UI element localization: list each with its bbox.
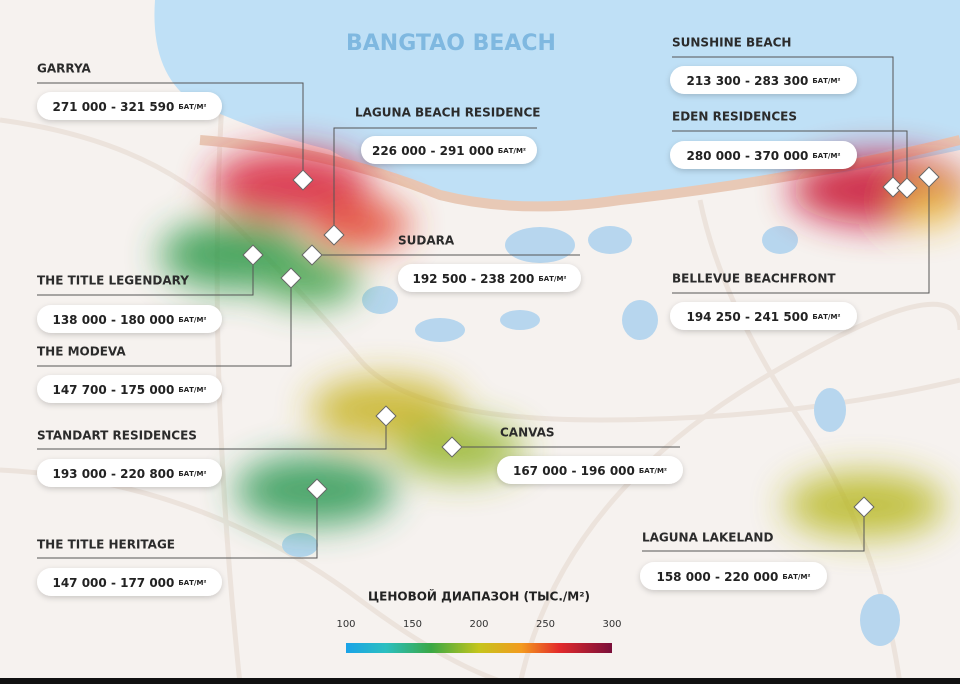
- price-range: 192 500 - 238 200 БАТ/М²: [412, 272, 566, 286]
- heat-zones: [160, 150, 960, 537]
- price-pill: [361, 136, 537, 164]
- price: 167 000 - 196 000: [513, 464, 635, 478]
- project-name: THE MODEVA: [37, 345, 126, 359]
- price-unit: БАТ/М²: [178, 316, 206, 324]
- project-name: THE TITLE HERITAGE: [37, 538, 175, 552]
- scale-tick-label: 300: [602, 619, 621, 630]
- price-pill: [37, 305, 222, 333]
- price-pill: [497, 456, 683, 484]
- marker: [301, 244, 323, 266]
- price-range: 147 000 - 177 000 БАТ/М²: [52, 576, 206, 590]
- scale-tick-label: 100: [336, 619, 355, 630]
- price: 147 000 - 177 000: [52, 576, 174, 590]
- price-pill: [670, 302, 857, 330]
- connector: [37, 82, 304, 180]
- price: 194 250 - 241 500: [686, 310, 808, 324]
- price: 147 700 - 175 000: [52, 383, 174, 397]
- connector: [672, 177, 930, 294]
- price: 213 300 - 283 300: [686, 74, 808, 88]
- connector: [672, 130, 908, 188]
- price-range: 213 300 - 283 300 БАТ/М²: [686, 74, 840, 88]
- price: 158 000 - 220 000: [656, 570, 778, 584]
- project-name: LAGUNA LAKELAND: [642, 531, 773, 545]
- bottom-bar: [0, 678, 960, 684]
- connector: [642, 507, 865, 552]
- project-name: EDEN RESIDENCES: [672, 110, 797, 124]
- price-pill: [37, 568, 222, 596]
- price-range: 226 000 - 291 000 БАТ/М²: [372, 144, 526, 158]
- marker: [375, 405, 397, 427]
- price-range: 147 700 - 175 000 БАТ/М²: [52, 383, 206, 397]
- color-scale: [346, 643, 612, 653]
- price-range: 193 000 - 220 800 БАТ/М²: [52, 467, 206, 481]
- price-pill: [670, 66, 857, 94]
- price-unit: БАТ/М²: [178, 103, 206, 111]
- scale-tick-label: 200: [469, 619, 488, 630]
- marker: [882, 176, 904, 198]
- price-pill: [398, 264, 581, 292]
- price: 192 500 - 238 200: [412, 272, 534, 286]
- project-name: SUNSHINE BEACH: [672, 36, 791, 50]
- price: 193 000 - 220 800: [52, 467, 174, 481]
- price-range: 194 250 - 241 500 БАТ/М²: [686, 310, 840, 324]
- project-name: GARRYA: [37, 62, 92, 76]
- price-unit: БАТ/М²: [812, 313, 840, 321]
- marker: [441, 436, 463, 458]
- price-unit: БАТ/М²: [538, 275, 566, 283]
- marker: [280, 267, 302, 289]
- marker: [896, 177, 918, 199]
- marker: [918, 166, 940, 188]
- marker: [242, 244, 264, 266]
- price-range: 280 000 - 370 000 БАТ/М²: [686, 149, 840, 163]
- project-name: CANVAS: [500, 426, 555, 440]
- price-unit: БАТ/М²: [812, 152, 840, 160]
- projects: GARRYA 271 000 - 321 590 БАТ/М² LAGUNA BEAC…: [37, 36, 940, 596]
- price-range: 158 000 - 220 000 БАТ/М²: [656, 570, 810, 584]
- project-name: BELLEVUE BEACHFRONT: [672, 272, 836, 286]
- price: 138 000 - 180 000: [52, 313, 174, 327]
- marker: [292, 169, 314, 191]
- price-pill: [670, 141, 857, 169]
- price-unit: БАТ/М²: [639, 467, 667, 475]
- price-unit: БАТ/М²: [812, 77, 840, 85]
- project-name: LAGUNA BEACH RESIDENCE: [355, 106, 540, 120]
- price: 226 000 - 291 000: [372, 144, 494, 158]
- project-name: THE TITLE LEGENDARY: [37, 274, 189, 288]
- marker: [323, 224, 345, 246]
- price-unit: БАТ/М²: [178, 470, 206, 478]
- legend: ЦЕНОВОЙ ДИАПАЗОН (ТЫС./М²) 100 150 200 250 3…: [336, 589, 622, 653]
- price-range: 271 000 - 321 590 БАТ/М²: [52, 100, 206, 114]
- scale-tick-label: 250: [536, 619, 555, 630]
- marker: [306, 478, 328, 500]
- price-range: 138 000 - 180 000 БАТ/М²: [52, 313, 206, 327]
- connector: [37, 278, 292, 367]
- legend-title: ЦЕНОВОЙ ДИАПАЗОН (ТЫС./М²): [368, 589, 590, 604]
- connector: [37, 489, 318, 559]
- map-title: BANGTAO BEACH: [346, 31, 556, 56]
- connector: [333, 127, 537, 235]
- price-pill: [37, 459, 222, 487]
- price: 271 000 - 321 590: [52, 100, 174, 114]
- scale-tick-label: 150: [403, 619, 422, 630]
- price-unit: БАТ/М²: [498, 147, 526, 155]
- price-unit: БАТ/М²: [782, 573, 810, 581]
- price-pill: [640, 562, 827, 590]
- project-name: SUDARA: [398, 234, 455, 248]
- price-unit: БАТ/М²: [178, 579, 206, 587]
- marker: [853, 496, 875, 518]
- price-range: 167 000 - 196 000 БАТ/М²: [513, 464, 667, 478]
- price-pill: [37, 375, 222, 403]
- connector: [37, 255, 254, 296]
- price: 280 000 - 370 000: [686, 149, 808, 163]
- price-unit: БАТ/М²: [178, 386, 206, 394]
- connector: [37, 416, 387, 450]
- project-name: STANDART RESIDENCES: [37, 429, 197, 443]
- price-pill: [37, 92, 222, 120]
- connector: [672, 56, 894, 187]
- lakes: [282, 226, 900, 646]
